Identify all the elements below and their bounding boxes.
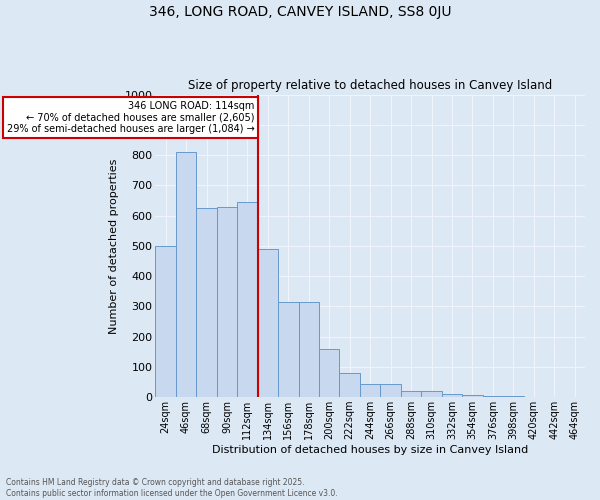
Bar: [176, 152, 196, 397]
Bar: [340, 373, 360, 397]
Bar: [237, 202, 257, 397]
Bar: [524, 396, 544, 397]
Text: 346 LONG ROAD: 114sqm
← 70% of detached houses are smaller (2,605)
29% of semi-d: 346 LONG ROAD: 114sqm ← 70% of detached …: [7, 100, 254, 134]
X-axis label: Distribution of detached houses by size in Canvey Island: Distribution of detached houses by size …: [212, 445, 529, 455]
Title: Size of property relative to detached houses in Canvey Island: Size of property relative to detached ho…: [188, 79, 553, 92]
Bar: [380, 384, 401, 397]
Bar: [401, 391, 421, 397]
Bar: [483, 396, 503, 397]
Text: Contains HM Land Registry data © Crown copyright and database right 2025.
Contai: Contains HM Land Registry data © Crown c…: [6, 478, 338, 498]
Bar: [462, 394, 483, 397]
Bar: [299, 302, 319, 397]
Bar: [155, 246, 176, 397]
Bar: [257, 249, 278, 397]
Bar: [360, 384, 380, 397]
Bar: [503, 396, 524, 397]
Bar: [565, 396, 585, 397]
Bar: [278, 302, 299, 397]
Bar: [442, 394, 462, 397]
Bar: [319, 348, 340, 397]
Bar: [217, 206, 237, 397]
Text: 346, LONG ROAD, CANVEY ISLAND, SS8 0JU: 346, LONG ROAD, CANVEY ISLAND, SS8 0JU: [149, 5, 451, 19]
Y-axis label: Number of detached properties: Number of detached properties: [109, 158, 119, 334]
Bar: [421, 391, 442, 397]
Bar: [196, 208, 217, 397]
